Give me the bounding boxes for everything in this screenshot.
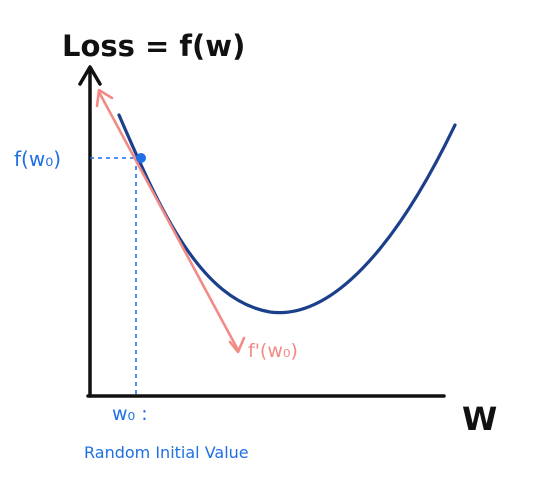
tangent-label: f'(w₀) bbox=[248, 340, 298, 362]
x-axis-label: W bbox=[462, 400, 497, 438]
initial-point bbox=[136, 153, 146, 163]
guide-lines bbox=[90, 157, 140, 396]
diagram-title: Loss = f(w) bbox=[62, 29, 245, 63]
y-value-label: f(w₀) bbox=[14, 147, 61, 171]
loss-curve bbox=[117, 113, 457, 315]
tangent-arrow bbox=[95, 88, 246, 354]
x-value-label: w₀ : bbox=[112, 403, 148, 425]
y-axis bbox=[78, 65, 102, 398]
caption: Random Initial Value bbox=[84, 443, 249, 462]
